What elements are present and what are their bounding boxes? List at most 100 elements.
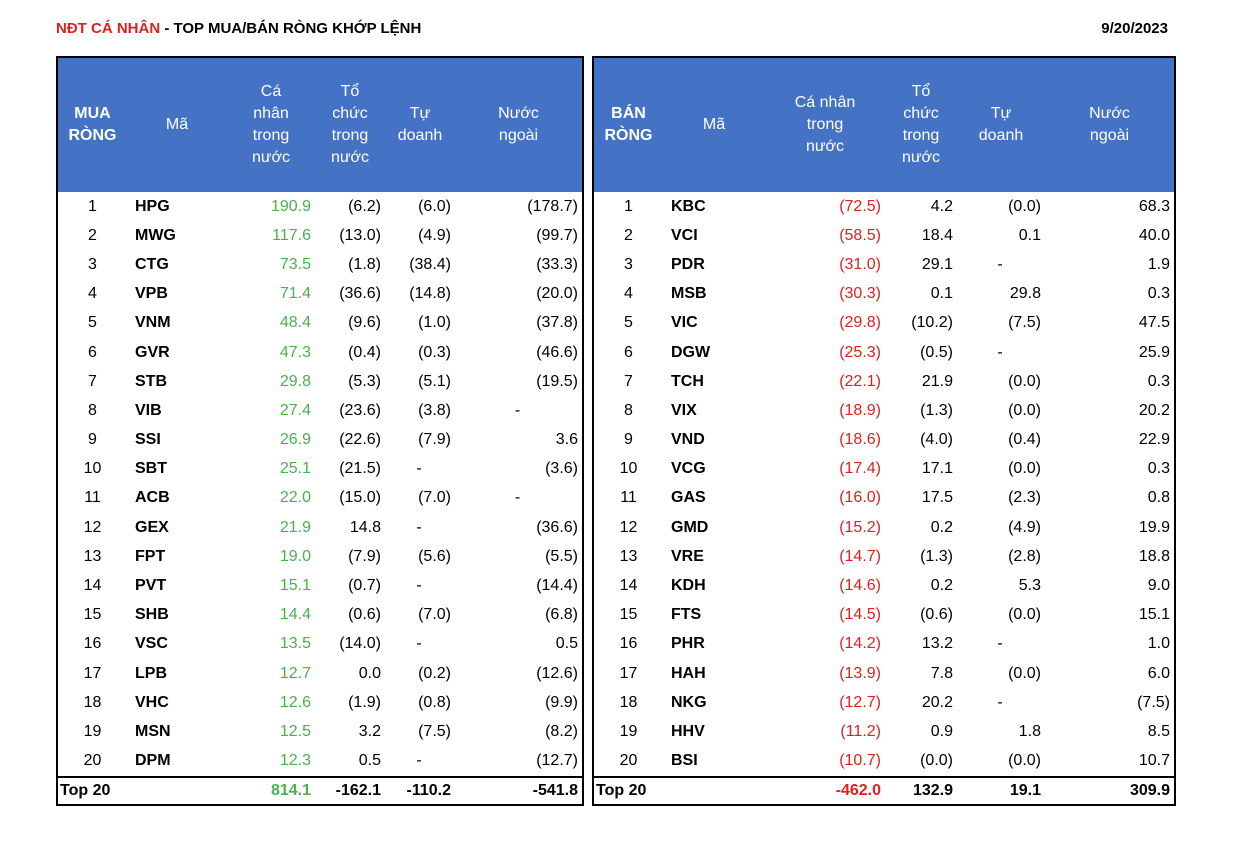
cell-rank: 17 [619, 664, 638, 682]
cell-individual: (14.5) [839, 606, 881, 624]
cell-foreign: 0.3 [1147, 460, 1170, 478]
cell-foreign: 1.9 [1147, 255, 1170, 273]
table-row: 14 PVT 15.1 (0.7) - (14.4) [57, 571, 583, 600]
total-label: Top 20 [593, 775, 765, 805]
cell-foreign: (99.7) [536, 226, 578, 244]
table-row: 1 KBC (72.5) 4.2 (0.0) 68.3 [593, 192, 1175, 221]
cell-foreign: (46.6) [536, 343, 578, 361]
net-buy-table: MUA RÒNG Mã Cá nhân trong nước Tổ chức trong nước T… [56, 56, 584, 806]
cell-individual: 117.6 [272, 226, 311, 244]
cell-proprietary: (0.4) [1008, 431, 1041, 449]
net-buy-body: 1 HPG 190.9 (6.2) (6.0) (178.7) 2 MWG 117.6 (13.0… [57, 192, 583, 777]
cell-individual: (11.2) [840, 722, 881, 740]
cell-institution: 29.1 [921, 255, 953, 273]
cell-individual: (16.0) [839, 489, 881, 507]
cell-institution: (21.5) [339, 460, 381, 478]
cell-individual: 15.1 [279, 577, 311, 595]
table-row: 3 PDR (31.0) 29.1 - 1.9 [593, 250, 1175, 279]
cell-proprietary: (5.1) [418, 372, 451, 390]
cell-proprietary: 5.3 [1018, 577, 1041, 595]
header-line: Nước [1089, 105, 1130, 122]
cell-proprietary: (0.2) [418, 664, 451, 682]
cell-ticker: MSN [135, 722, 171, 740]
cell-rank: 4 [624, 285, 633, 303]
cell-individual: 73.5 [279, 255, 311, 273]
report-date: 9/20/2023 [1101, 20, 1168, 37]
cell-rank: 18 [83, 693, 102, 711]
cell-individual: 190.9 [270, 197, 311, 215]
header-line: trong [806, 116, 844, 133]
table-row: 17 LPB 12.7 0.0 (0.2) (12.6) [57, 659, 583, 688]
table-row: 7 STB 29.8 (5.3) (5.1) (19.5) [57, 367, 583, 396]
cell-individual: (31.0) [839, 255, 881, 273]
cell-ticker: VNM [135, 314, 171, 332]
total-individual: -462.0 [765, 775, 885, 805]
table-row: 18 NKG (12.7) 20.2 - (7.5) [593, 688, 1175, 717]
table-row: 17 HAH (13.9) 7.8 (0.0) 6.0 [593, 659, 1175, 688]
cell-foreign: (6.8) [545, 606, 578, 624]
header-line: chức [332, 105, 368, 122]
header-line: doanh [397, 127, 443, 144]
cell-rank: 19 [619, 722, 638, 740]
cell-proprietary: (0.0) [1008, 401, 1041, 419]
cell-foreign: 0.3 [1147, 285, 1170, 303]
cell-rank: 6 [88, 343, 97, 361]
cell-individual: (58.5) [839, 226, 881, 244]
cell-rank: 11 [84, 489, 101, 507]
table-row: 15 FTS (14.5) (0.6) (0.0) 15.1 [593, 601, 1175, 630]
cell-individual: 12.5 [279, 722, 311, 740]
table-row: 18 VHC 12.6 (1.9) (0.8) (9.9) [57, 688, 583, 717]
cell-rank: 2 [88, 226, 97, 244]
cell-rank: 15 [619, 606, 638, 624]
table-row: 20 DPM 12.3 0.5 - (12.7) [57, 747, 583, 777]
cell-institution: 14.8 [349, 518, 381, 536]
cell-foreign: (7.5) [1137, 693, 1170, 711]
cell-individual: 48.4 [279, 314, 311, 332]
cell-rank: 7 [88, 372, 97, 390]
total-individual: 814.1 [227, 775, 315, 805]
cell-individual: 14.4 [279, 606, 311, 624]
cell-institution: 21.9 [921, 372, 953, 390]
cell-rank: 10 [83, 460, 102, 478]
cell-institution: (23.6) [339, 401, 381, 419]
header-line: nước [251, 149, 291, 166]
table-row: 9 VND (18.6) (4.0) (0.4) 22.9 [593, 426, 1175, 455]
sell-header-proprietary: Tự doanh [957, 57, 1045, 192]
cell-ticker: GEX [135, 518, 169, 536]
sell-header-foreign: Nước ngoài [1045, 57, 1175, 192]
cell-proprietary: - [416, 752, 422, 770]
table-row: 12 GMD (15.2) 0.2 (4.9) 19.9 [593, 513, 1175, 542]
cell-ticker: FPT [135, 547, 166, 565]
header-line: MUA [74, 105, 111, 122]
header-line: nước [805, 138, 845, 155]
cell-proprietary: - [997, 255, 1003, 273]
table-row: 20 BSI (10.7) (0.0) (0.0) 10.7 [593, 747, 1175, 777]
cell-institution: (1.3) [920, 401, 953, 419]
table-row: 14 KDH (14.6) 0.2 5.3 9.0 [593, 571, 1175, 600]
buy-header-ticker: Mã [127, 57, 227, 192]
net-buy-header-row: MUA RÒNG Mã Cá nhân trong nước Tổ chức trong nước T… [57, 57, 583, 192]
cell-institution: 18.4 [921, 226, 953, 244]
cell-ticker: PVT [135, 577, 167, 595]
cell-rank: 2 [624, 226, 633, 244]
cell-individual: (29.8) [839, 314, 881, 332]
cell-foreign: (36.6) [536, 518, 578, 536]
cell-individual: (14.2) [839, 635, 881, 653]
cell-ticker: KBC [671, 197, 706, 215]
cell-ticker: GAS [671, 489, 706, 507]
cell-proprietary: (0.0) [1008, 197, 1041, 215]
cell-foreign: (178.7) [527, 197, 578, 215]
cell-rank: 6 [624, 343, 633, 361]
cell-ticker: SHB [135, 606, 169, 624]
header-line: Tự [409, 105, 431, 122]
table-row: 13 VRE (14.7) (1.3) (2.8) 18.8 [593, 542, 1175, 571]
cell-foreign: 1.0 [1147, 635, 1170, 653]
cell-proprietary: - [416, 635, 422, 653]
cell-proprietary: - [997, 693, 1003, 711]
cell-proprietary: (0.0) [1008, 460, 1041, 478]
net-sell-total-row: Top 20 -462.0 132.9 19.1 309.9 [593, 775, 1175, 805]
cell-institution: 0.1 [930, 285, 953, 303]
table-row: 16 VSC 13.5 (14.0) - 0.5 [57, 630, 583, 659]
header-line: nhân [253, 105, 289, 122]
cell-institution: 17.1 [921, 460, 953, 478]
